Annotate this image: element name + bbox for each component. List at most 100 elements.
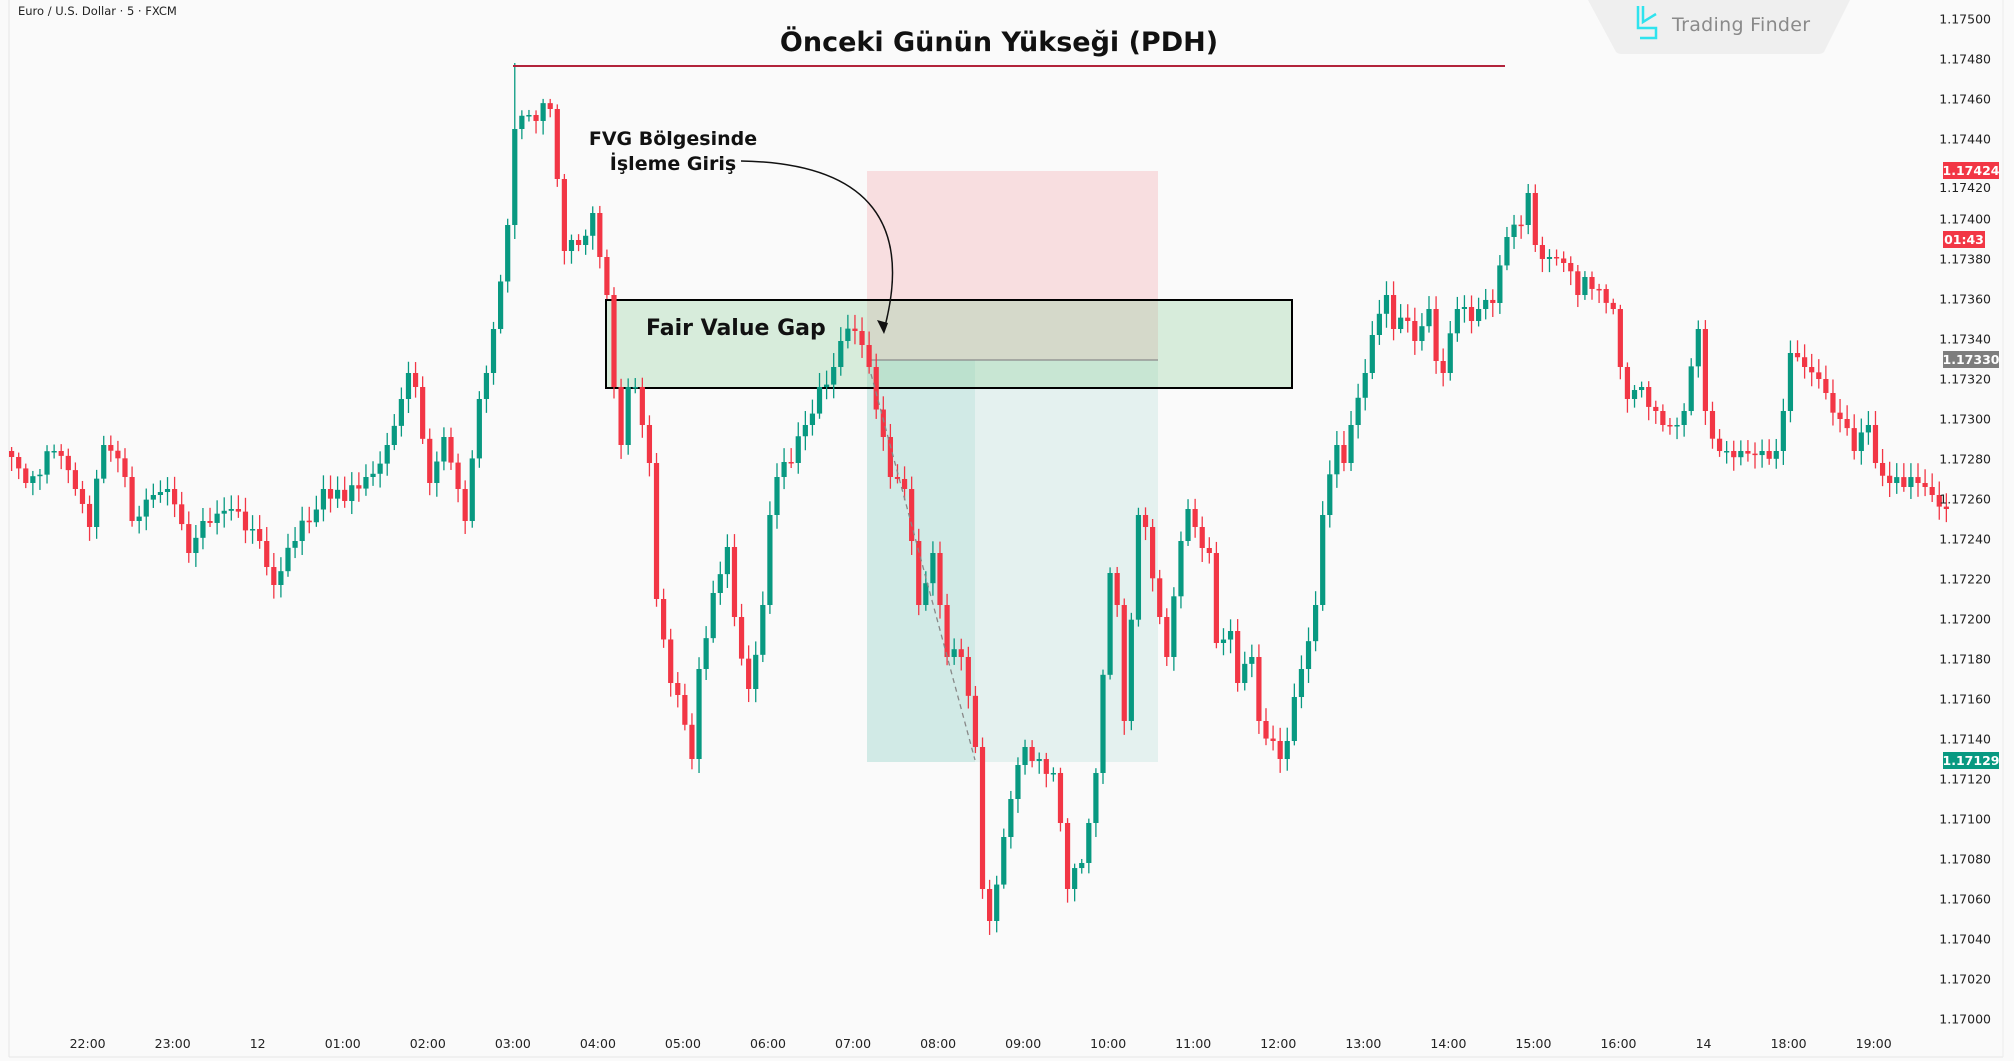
candle-body	[23, 468, 29, 483]
price-tick-label: 1.17100	[1939, 812, 1991, 827]
candle-body	[221, 510, 227, 514]
candle-body	[164, 489, 171, 493]
candle-bearish	[242, 497, 249, 544]
take-profit-zone[interactable]	[975, 360, 1158, 762]
candle-body	[1830, 393, 1836, 413]
candle-body	[1490, 299, 1496, 303]
candle-body	[370, 473, 376, 477]
candle-body	[1157, 578, 1163, 617]
candle-body	[1943, 506, 1949, 509]
price-tick-label: 1.17060	[1939, 892, 1991, 907]
candle-body	[363, 477, 369, 489]
candle-bullish	[490, 321, 497, 385]
candle-body	[398, 399, 404, 426]
candle-body	[391, 425, 397, 445]
candle-body	[1178, 541, 1184, 597]
candle-bearish	[618, 378, 624, 459]
fair-value-gap-box[interactable]	[605, 299, 1293, 389]
candle-body	[1150, 527, 1156, 579]
candle-body	[1015, 765, 1021, 799]
candle-body	[235, 509, 241, 512]
candle-body	[653, 463, 660, 599]
candle-body	[1341, 445, 1347, 463]
candle-bullish	[1135, 507, 1142, 627]
candle-body	[285, 547, 291, 572]
price-axis[interactable]: 1.17500 1.17480 1.17460 1.17440 1.17420 1.174…	[1939, 12, 1991, 1027]
price-tick-label: 1.17420	[1939, 180, 1991, 195]
candle-bullish	[1497, 255, 1503, 314]
candle-body	[937, 553, 943, 605]
candle-bearish	[79, 480, 86, 514]
candle-bearish	[738, 603, 745, 666]
candle-body	[632, 387, 638, 389]
candle-body	[1121, 605, 1127, 721]
candle-body	[646, 425, 653, 463]
candle-bearish	[427, 428, 433, 496]
fvg-label: Fair Value Gap	[646, 316, 826, 341]
candle-body	[1440, 361, 1446, 373]
candle-bearish	[1936, 481, 1942, 520]
stop-loss-zone[interactable]	[867, 171, 1158, 360]
candle-body	[1780, 411, 1786, 451]
candle-body	[1738, 451, 1744, 458]
candle-bearish	[1901, 463, 1907, 492]
candle-body	[1454, 309, 1460, 334]
candle-bullish	[1738, 440, 1744, 466]
candle-bullish	[1476, 297, 1482, 327]
time-axis[interactable]: 22:00 23:00 12 01:00 02:00 03:00 04:00 05:00 06:…	[70, 1036, 1892, 1051]
candle-body	[916, 541, 922, 605]
candle-bearish	[1752, 442, 1758, 469]
candle-bearish	[668, 628, 674, 697]
candle-body	[200, 521, 206, 538]
price-tick-label: 1.17260	[1939, 492, 1991, 507]
candle-bullish	[1355, 383, 1361, 439]
candle-body	[1525, 193, 1531, 225]
candle-bearish	[1589, 271, 1595, 300]
candle-body	[1320, 515, 1326, 605]
candle-bearish	[342, 476, 348, 508]
candle-bearish	[172, 476, 178, 518]
candle-bearish	[1114, 566, 1120, 617]
candle-body	[249, 529, 256, 531]
candle-body	[462, 489, 468, 521]
candle-body	[1695, 329, 1701, 367]
candle-body	[377, 463, 383, 474]
candle-bullish	[51, 444, 57, 459]
candle-body	[1142, 515, 1149, 527]
candle-body	[760, 605, 766, 655]
candle-bullish	[1036, 752, 1042, 774]
candle-body	[901, 478, 908, 489]
candle-bearish	[987, 879, 993, 935]
candle-body	[1305, 641, 1312, 669]
candle-body	[859, 331, 865, 345]
candle-body	[1603, 289, 1609, 303]
candle-body	[1376, 313, 1382, 335]
candle-bullish	[1724, 441, 1730, 464]
candle-bearish	[1915, 463, 1921, 497]
candle-body	[483, 373, 490, 399]
candle-body	[1539, 245, 1545, 259]
candle-body	[852, 328, 858, 331]
candle-bullish	[1582, 271, 1588, 300]
target-price-value: 1.17129	[1943, 753, 2000, 768]
candle-bearish	[661, 588, 667, 648]
candle-bearish	[979, 737, 986, 899]
candle-bearish	[1468, 295, 1475, 334]
candle-body	[1235, 631, 1241, 683]
candle-body	[1794, 353, 1801, 358]
time-tick-label: 06:00	[750, 1036, 786, 1051]
candle-body	[1631, 390, 1638, 399]
candle-bullish	[1362, 359, 1368, 411]
candle-body	[86, 503, 93, 527]
candle-body	[1667, 425, 1673, 427]
candle-bearish	[547, 98, 553, 118]
candle-body	[441, 437, 447, 462]
candle-body	[746, 658, 752, 689]
price-tick-label: 1.17440	[1939, 132, 1991, 147]
candle-body	[1405, 317, 1411, 321]
candle-bearish	[1150, 518, 1156, 592]
price-tick-label: 1.17360	[1939, 292, 1991, 307]
time-tick-label: 07:00	[835, 1036, 871, 1051]
candle-bullish	[214, 500, 220, 535]
